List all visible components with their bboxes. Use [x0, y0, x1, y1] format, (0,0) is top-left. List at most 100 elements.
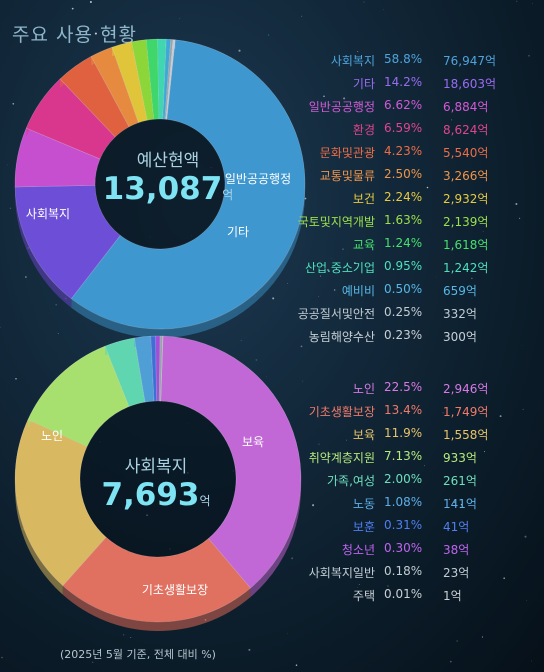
welfare-slice-side [14, 419, 63, 595]
star [323, 95, 325, 98]
star [456, 640, 458, 642]
star [248, 648, 251, 651]
budget-slice-label: 사회복지 [26, 207, 70, 221]
star [483, 451, 486, 453]
star [354, 262, 356, 264]
star [503, 577, 506, 580]
budget-slice [162, 38, 172, 120]
welfare-slice-label: 기초생활보장 [142, 583, 208, 597]
star [532, 3, 533, 4]
budget-center-value: 13,087 [102, 171, 223, 207]
star [356, 50, 359, 53]
star [320, 275, 322, 277]
star [179, 18, 181, 19]
welfare-legend-name: 주택 [352, 589, 375, 603]
welfare-legend-amount: 1,749억 [443, 405, 489, 419]
star [266, 376, 268, 378]
star [363, 1, 365, 3]
budget-legend-name: 산업.중소기업 [304, 261, 375, 275]
star [89, 1, 92, 3]
budget-legend-name: 국토및지역개발 [297, 215, 375, 229]
welfare-legend-amount: 933억 [443, 451, 477, 465]
welfare-slice-side [62, 585, 251, 631]
welfare-slice-label: 보육 [242, 435, 264, 449]
budget-legend-name: 예비비 [341, 284, 375, 298]
star [519, 217, 521, 219]
star [516, 0, 518, 2]
star [426, 186, 429, 189]
welfare-slice [62, 536, 251, 623]
star [318, 443, 320, 445]
star [286, 282, 288, 284]
budget-legend-amount: 2,932억 [443, 192, 489, 206]
budget-slice-side [15, 186, 72, 308]
star [123, 634, 125, 636]
budget-hole [96, 120, 224, 248]
star [334, 289, 336, 291]
budget-legend-name: 문화및관광 [319, 146, 375, 160]
star [342, 248, 344, 250]
star [302, 380, 304, 382]
budget-slice [59, 55, 130, 138]
welfare-legend-name: 가족,여성 [327, 474, 375, 488]
budget-slice-label: 일반공공행정 [225, 171, 291, 186]
star [429, 91, 431, 93]
star [287, 633, 288, 635]
star [255, 359, 258, 361]
welfare-legend-name: 노인 [352, 382, 375, 396]
star [451, 119, 453, 121]
star [481, 636, 484, 638]
welfare-legend-percent: 0.30% [384, 541, 423, 555]
star [301, 15, 303, 17]
star [41, 591, 43, 593]
welfare-slice [160, 335, 302, 589]
budget-legend-amount: 5,540억 [443, 146, 489, 160]
budget-legend-amount: 1,618억 [443, 238, 489, 252]
star [442, 412, 444, 414]
welfare-legend-name: 보육 [352, 428, 375, 442]
welfare-legend-name: 보훈 [352, 520, 375, 534]
star [92, 661, 94, 663]
welfare-hole [81, 402, 235, 556]
welfare-legend-amount: 141억 [443, 497, 477, 511]
budget-legend-name: 환경 [352, 123, 375, 137]
budget-legend-amount: 332억 [443, 307, 477, 321]
welfare-legend-name: 취약계층지원 [308, 451, 375, 465]
star [25, 276, 27, 278]
star [130, 637, 132, 638]
star [357, 102, 360, 105]
budget-center-label: 예산현액 13,087억 [98, 146, 238, 207]
star [0, 326, 1, 329]
welfare-slice [104, 337, 146, 407]
star [449, 660, 452, 663]
budget-slice [145, 38, 160, 120]
budget-legend-amount: 300억 [443, 330, 477, 344]
budget-legend-percent: 58.8% [384, 52, 423, 66]
budget-legend-amount: 3,266억 [443, 169, 489, 183]
star [486, 381, 487, 383]
budget-legend-percent: 4.23% [384, 144, 423, 158]
star [272, 297, 275, 300]
star [346, 439, 347, 441]
welfare-legend-percent: 22.5% [384, 380, 423, 394]
star [331, 257, 333, 259]
star [358, 583, 360, 585]
star [9, 207, 12, 209]
star [398, 107, 400, 108]
budget-legend-name: 교통및물류 [319, 169, 375, 183]
budget-legend-percent: 2.50% [384, 167, 423, 181]
star [268, 34, 270, 36]
budget-legend-name: 일반공공행정 [308, 100, 375, 114]
star [338, 57, 341, 59]
welfare-center-caption: 사회복지 [124, 457, 188, 477]
budget-legend-amount: 1,242억 [443, 261, 489, 275]
star [327, 269, 329, 271]
star [382, 9, 384, 11]
budget-legend-percent: 0.23% [384, 328, 423, 342]
budget-center-unit: 억 [222, 188, 234, 202]
budget-legend-percent: 14.2% [384, 75, 423, 89]
welfare-legend-percent: 11.9% [384, 426, 423, 440]
welfare-slice [27, 345, 130, 447]
